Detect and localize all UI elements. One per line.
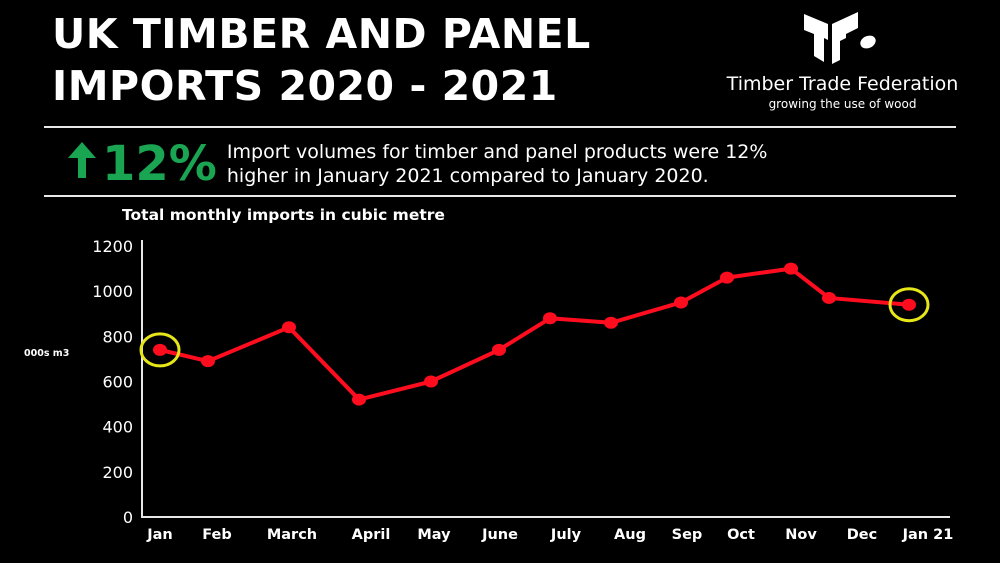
data-point <box>543 312 557 325</box>
y-axis-unit-label: 000s m3 <box>24 348 70 359</box>
ttf-logo: Timber Trade Federation growing the use … <box>700 10 985 112</box>
ttf-logo-icon <box>803 12 876 64</box>
data-point <box>674 296 688 309</box>
highlight-description: Import volumes for timber and panel prod… <box>227 140 768 188</box>
x-tick-label: July <box>550 527 582 543</box>
data-point <box>604 316 618 329</box>
arrow-up-icon <box>66 138 98 190</box>
data-point <box>822 291 836 304</box>
y-axis-ticks: 0 200 400 600 800 1000 1200 <box>92 237 133 527</box>
y-tick-label: 1200 <box>92 237 133 256</box>
highlight-text-line-2: higher in January 2021 compared to Janua… <box>226 165 709 187</box>
top-divider <box>44 126 956 128</box>
x-axis-ticks: Jan Feb March April May June July Aug Sep Oct Nov D… <box>146 527 953 543</box>
data-point <box>492 343 506 356</box>
data-point <box>282 321 296 334</box>
page-title: UK TIMBER AND PANEL IMPORTS 2020 - 2021 <box>52 8 672 112</box>
x-tick-label: June <box>481 527 518 543</box>
bottom-divider <box>44 195 956 197</box>
page-title-line-1: UK TIMBER AND PANEL <box>52 10 591 58</box>
highlight-value: 12% <box>102 136 217 192</box>
series-line <box>159 266 910 402</box>
page-title-line-2: IMPORTS 2020 - 2021 <box>52 62 558 110</box>
y-tick-label: 800 <box>102 327 133 346</box>
x-tick-label: Jan 21 <box>902 527 954 543</box>
logo-tagline: growing the use of wood <box>768 97 917 111</box>
data-points <box>153 262 916 406</box>
x-tick-label: May <box>417 527 451 543</box>
highlight-row: 12% Import volumes for timber and panel … <box>66 134 767 194</box>
x-tick-label: March <box>267 527 317 543</box>
x-tick-label: Nov <box>785 527 817 543</box>
chart-title: Total monthly imports in cubic metre <box>122 206 445 224</box>
data-point <box>424 375 438 388</box>
x-tick-label: Oct <box>727 527 755 543</box>
y-tick-label: 400 <box>102 418 133 437</box>
highlight-text-line-1: Import volumes for timber and panel prod… <box>226 141 768 163</box>
y-tick-label: 600 <box>102 373 133 392</box>
highlight-ring <box>139 332 181 368</box>
data-point <box>201 355 215 368</box>
y-tick-label: 0 <box>123 508 133 527</box>
y-tick-label: 200 <box>102 463 133 482</box>
highlight-ring <box>888 287 930 323</box>
y-tick-label: 1000 <box>92 282 133 301</box>
x-tick-label: Feb <box>202 527 232 543</box>
x-tick-label: Jan <box>146 527 173 543</box>
x-tick-label: Sep <box>672 527 703 543</box>
highlight-stat: 12% <box>66 138 217 190</box>
x-tick-label: April <box>352 527 391 543</box>
data-point <box>352 393 366 406</box>
x-tick-label: Dec <box>847 527 877 543</box>
highlight-rings <box>139 287 930 368</box>
data-point <box>720 271 734 284</box>
data-point <box>153 343 167 356</box>
data-point <box>902 298 916 311</box>
logo-name: Timber Trade Federation <box>726 73 959 95</box>
data-point <box>784 262 798 275</box>
x-tick-label: Aug <box>614 527 646 543</box>
